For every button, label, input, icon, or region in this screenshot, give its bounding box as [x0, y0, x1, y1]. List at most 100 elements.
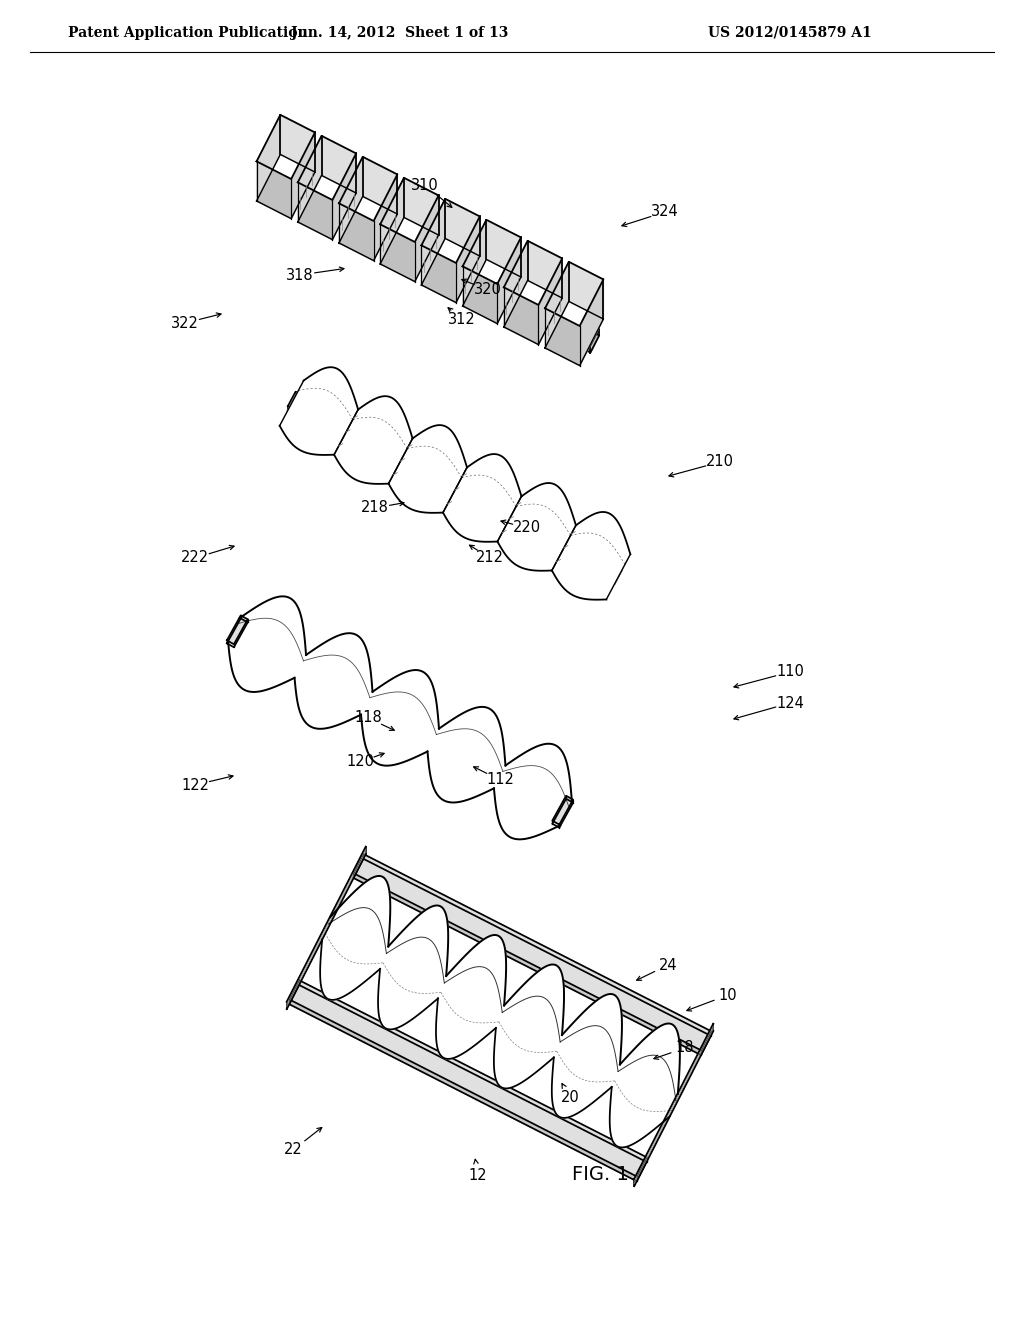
Polygon shape [415, 195, 438, 281]
Polygon shape [374, 174, 397, 260]
Text: US 2012/0145879 A1: US 2012/0145879 A1 [709, 26, 871, 40]
Polygon shape [614, 565, 623, 585]
Polygon shape [580, 280, 603, 366]
Polygon shape [504, 240, 527, 327]
Polygon shape [463, 220, 486, 306]
Text: 218: 218 [361, 500, 389, 516]
Polygon shape [281, 115, 315, 172]
Polygon shape [591, 329, 599, 352]
Polygon shape [504, 240, 562, 305]
Polygon shape [339, 157, 397, 220]
Polygon shape [388, 425, 467, 513]
Polygon shape [552, 994, 622, 1118]
Polygon shape [227, 619, 248, 647]
Polygon shape [422, 239, 480, 302]
Polygon shape [291, 132, 315, 219]
Text: 124: 124 [776, 696, 804, 710]
Polygon shape [261, 160, 269, 185]
Polygon shape [295, 634, 373, 729]
Text: 20: 20 [560, 1090, 580, 1106]
Text: 110: 110 [776, 664, 804, 680]
Polygon shape [422, 199, 480, 263]
Polygon shape [498, 483, 575, 570]
Polygon shape [422, 199, 445, 285]
Polygon shape [228, 597, 306, 692]
Polygon shape [552, 796, 566, 824]
Text: 318: 318 [286, 268, 313, 282]
Text: 24: 24 [658, 957, 677, 973]
Polygon shape [288, 392, 623, 579]
Polygon shape [261, 160, 599, 346]
Polygon shape [552, 799, 573, 828]
Polygon shape [463, 260, 521, 323]
Polygon shape [298, 136, 322, 222]
Text: 112: 112 [486, 772, 514, 788]
Polygon shape [463, 220, 521, 284]
Polygon shape [321, 876, 390, 999]
Text: 10: 10 [719, 987, 737, 1002]
Polygon shape [559, 800, 573, 828]
Polygon shape [261, 168, 599, 352]
Polygon shape [527, 240, 562, 298]
Polygon shape [552, 512, 631, 599]
Polygon shape [289, 981, 299, 1005]
Polygon shape [380, 178, 438, 242]
Polygon shape [427, 708, 506, 803]
Polygon shape [545, 261, 568, 348]
Text: 222: 222 [181, 550, 209, 565]
Polygon shape [288, 392, 296, 411]
Polygon shape [227, 615, 241, 643]
Text: 210: 210 [706, 454, 734, 470]
Polygon shape [353, 859, 711, 1055]
Polygon shape [443, 454, 521, 541]
Polygon shape [322, 136, 356, 193]
Polygon shape [280, 367, 358, 455]
Polygon shape [362, 157, 397, 214]
Polygon shape [380, 178, 403, 264]
Polygon shape [494, 965, 564, 1089]
Polygon shape [353, 854, 711, 1051]
Polygon shape [486, 220, 521, 277]
Polygon shape [339, 197, 397, 260]
Polygon shape [378, 906, 449, 1030]
Polygon shape [456, 216, 480, 302]
Text: 324: 324 [651, 205, 679, 219]
Polygon shape [539, 259, 562, 345]
Polygon shape [227, 615, 248, 644]
Polygon shape [545, 261, 603, 326]
Text: Patent Application Publication: Patent Application Publication [68, 26, 307, 40]
Polygon shape [257, 115, 315, 180]
Polygon shape [445, 199, 480, 256]
Polygon shape [436, 935, 506, 1059]
Polygon shape [333, 153, 356, 240]
Polygon shape [361, 671, 439, 766]
Polygon shape [609, 1023, 680, 1147]
Polygon shape [339, 157, 362, 243]
Text: 212: 212 [476, 550, 504, 565]
Polygon shape [257, 115, 281, 201]
Polygon shape [257, 154, 315, 219]
Text: 118: 118 [354, 710, 382, 726]
Polygon shape [298, 136, 356, 201]
Polygon shape [637, 1158, 646, 1181]
Polygon shape [552, 796, 573, 825]
Text: 310: 310 [411, 177, 439, 193]
Polygon shape [289, 981, 646, 1176]
Polygon shape [545, 301, 603, 366]
Text: FIG. 1: FIG. 1 [571, 1166, 629, 1184]
Text: Jun. 14, 2012  Sheet 1 of 13: Jun. 14, 2012 Sheet 1 of 13 [291, 26, 509, 40]
Polygon shape [233, 619, 248, 647]
Text: 12: 12 [469, 1167, 487, 1183]
Polygon shape [494, 743, 572, 840]
Text: 18: 18 [676, 1040, 694, 1056]
Polygon shape [380, 218, 438, 281]
Text: 320: 320 [474, 282, 502, 297]
Polygon shape [498, 238, 521, 323]
Polygon shape [568, 261, 603, 319]
Text: 220: 220 [513, 520, 541, 536]
Text: 22: 22 [284, 1143, 302, 1158]
Polygon shape [504, 280, 562, 345]
Text: 312: 312 [449, 313, 476, 327]
Text: 322: 322 [171, 315, 199, 330]
Text: 122: 122 [181, 777, 209, 792]
